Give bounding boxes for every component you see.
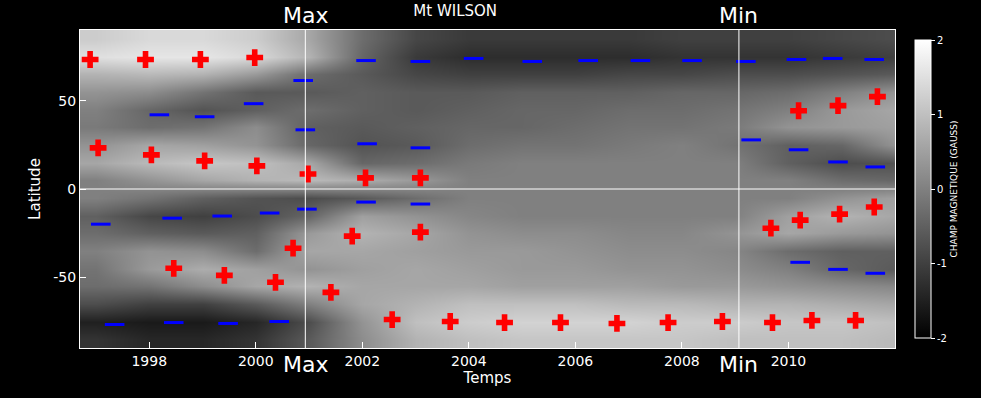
svg-text:2002: 2002 <box>344 353 380 369</box>
svg-text:1998: 1998 <box>131 353 167 369</box>
svg-text:Min: Min <box>719 352 758 377</box>
svg-text:-50: -50 <box>53 269 76 285</box>
svg-text:0: 0 <box>937 184 943 195</box>
svg-text:Temps: Temps <box>463 369 512 387</box>
svg-text:Max: Max <box>283 352 328 377</box>
svg-text:-2: -2 <box>937 333 947 344</box>
svg-text:1: 1 <box>937 109 943 120</box>
svg-text:Latitude: Latitude <box>26 158 44 220</box>
svg-text:Max: Max <box>283 3 328 28</box>
svg-text:0: 0 <box>67 181 76 197</box>
svg-text:2006: 2006 <box>558 353 594 369</box>
svg-text:2: 2 <box>937 35 943 46</box>
svg-text:-1: -1 <box>937 258 947 269</box>
svg-text:2010: 2010 <box>771 353 807 369</box>
svg-text:2008: 2008 <box>664 353 700 369</box>
svg-text:Mt WILSON: Mt WILSON <box>413 2 497 20</box>
svg-text:Min: Min <box>719 3 758 28</box>
svg-text:50: 50 <box>58 93 76 109</box>
svg-text:2004: 2004 <box>451 353 487 369</box>
svg-text:2000: 2000 <box>238 353 274 369</box>
svg-text:CHAMP MAGNETIQUE (GAUSS): CHAMP MAGNETIQUE (GAUSS) <box>949 121 959 258</box>
